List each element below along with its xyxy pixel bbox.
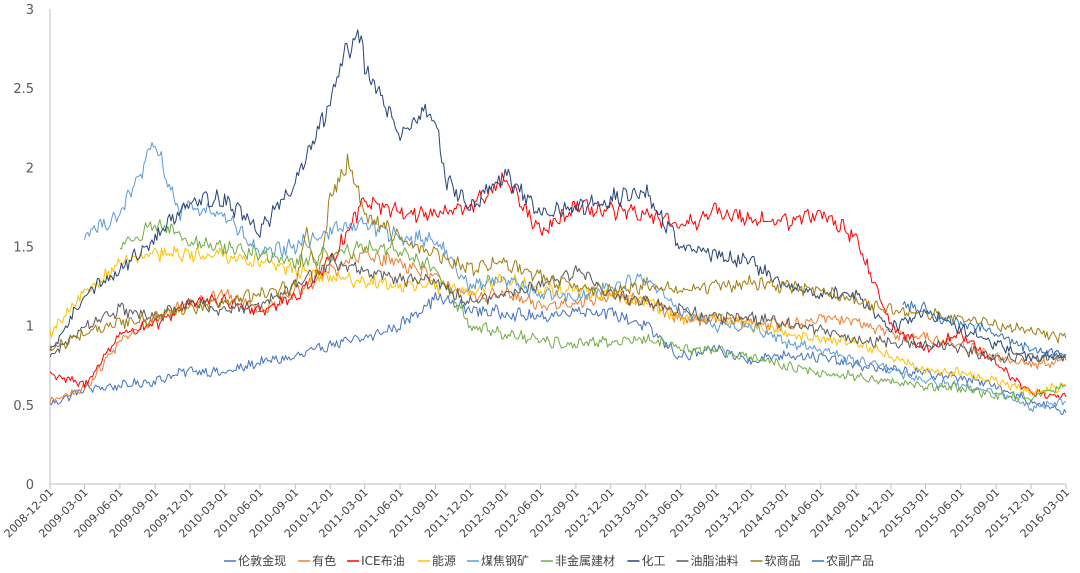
y-tick-label: 1 — [26, 320, 34, 335]
y-tick-label: 1.5 — [13, 241, 34, 256]
legend: 伦敦金现 有色 ICE布油 能源 煤焦钢矿 非金属建材 化工 油脂油料 软商品 农副产品 — [224, 553, 874, 568]
series-line — [84, 142, 1066, 413]
series-line — [49, 246, 1067, 404]
series-line — [49, 292, 1067, 415]
series-layer — [49, 29, 1067, 415]
legend-label: 有色 — [312, 554, 336, 568]
legend-label: 能源 — [432, 554, 456, 568]
legend-label: 软商品 — [764, 553, 800, 568]
legend-label: 伦敦金现 — [238, 553, 286, 568]
x-axis: 2008-12-012009-03-012009-06-012009-09-01… — [2, 483, 1072, 540]
series-line — [49, 29, 1067, 362]
y-tick-label: 2 — [26, 161, 34, 176]
legend-label: 煤焦钢矿 — [481, 554, 529, 568]
series-line — [902, 300, 1067, 360]
legend-label: 非金属建材 — [555, 553, 615, 568]
series-line — [49, 245, 1067, 396]
y-tick-label: 2.5 — [13, 82, 34, 97]
legend-label: 农副产品 — [826, 554, 874, 568]
y-tick-label: 3 — [26, 3, 34, 18]
legend-label: ICE布油 — [361, 554, 405, 568]
y-axis: 0 0.5 1 1.5 2 2.5 3 — [13, 3, 51, 493]
y-tick-label: 0 — [26, 478, 34, 493]
series-line — [119, 219, 1066, 403]
series-line — [49, 153, 1067, 352]
legend-label: 油脂油料 — [690, 553, 738, 568]
legend-label: 化工 — [641, 554, 665, 568]
series-line — [49, 253, 1067, 364]
y-tick-label: 0.5 — [13, 399, 34, 414]
